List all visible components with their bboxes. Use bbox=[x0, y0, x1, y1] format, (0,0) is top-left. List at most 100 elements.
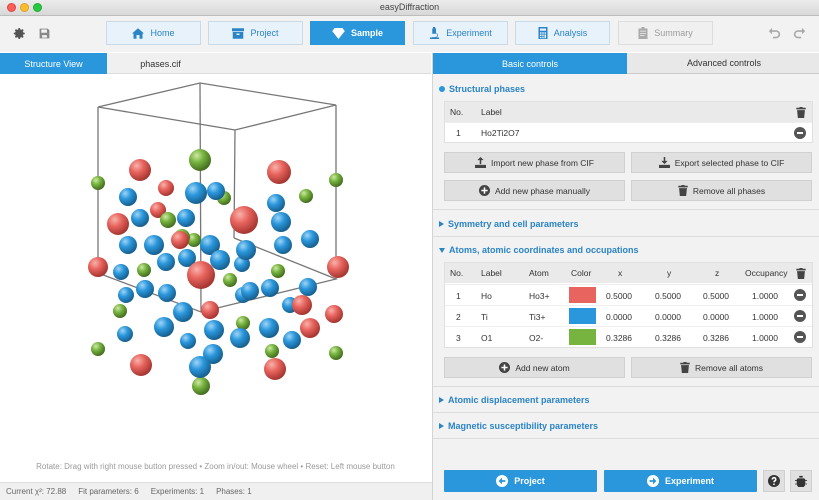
atom-row-o1[interactable]: 3 O1 O2- 0.3286 0.3286 0.3286 1.0000 bbox=[445, 326, 812, 347]
tab-advanced-controls[interactable]: Advanced controls bbox=[627, 53, 819, 74]
cell-y[interactable]: 0.0000 bbox=[655, 312, 681, 322]
tab-basic-controls[interactable]: Basic controls bbox=[433, 53, 627, 74]
nav-summary-label: Summary bbox=[654, 28, 693, 38]
minimize-window-button[interactable] bbox=[20, 3, 29, 12]
nav-home-button[interactable]: Home bbox=[106, 21, 201, 45]
help-button[interactable] bbox=[763, 470, 785, 492]
trash-icon[interactable] bbox=[795, 105, 807, 119]
atom-row-ti[interactable]: 2 Ti Ti3+ 0.0000 0.0000 0.0000 1.0000 bbox=[445, 305, 812, 326]
report-bug-button[interactable] bbox=[790, 470, 812, 492]
remove-phases-label: Remove all phases bbox=[692, 185, 766, 196]
atom-ti bbox=[131, 209, 149, 227]
cell-z[interactable]: 0.0000 bbox=[703, 312, 729, 322]
section-symmetry[interactable]: Symmetry and cell parameters bbox=[439, 219, 579, 229]
trash-icon bbox=[678, 185, 688, 196]
remove-row-icon[interactable] bbox=[794, 289, 806, 301]
export-phase-button[interactable]: Export selected phase to CIF bbox=[631, 152, 812, 173]
title-bar: easyDiffraction bbox=[0, 0, 819, 16]
remove-row-icon[interactable] bbox=[794, 310, 806, 322]
table-header: No. Label bbox=[445, 102, 812, 122]
section-title: Atomic displacement parameters bbox=[448, 395, 590, 405]
next-experiment-button[interactable]: Experiment bbox=[604, 470, 757, 492]
cell-y[interactable]: 0.5000 bbox=[655, 291, 681, 301]
atom-row-ho[interactable]: 1 Ho Ho3+ 0.5000 0.5000 0.5000 1.0000 bbox=[445, 284, 812, 305]
atom-ti bbox=[177, 209, 195, 227]
cell-z[interactable]: 0.5000 bbox=[703, 291, 729, 301]
question-circle-icon bbox=[768, 475, 780, 487]
cell-y[interactable]: 0.3286 bbox=[655, 333, 681, 343]
color-swatch-ti[interactable] bbox=[569, 308, 596, 324]
section-structural-phases[interactable]: Structural phases bbox=[439, 84, 525, 94]
back-to-project-button[interactable]: Project bbox=[444, 470, 597, 492]
nav-home-label: Home bbox=[150, 28, 175, 38]
atom-ti bbox=[267, 194, 285, 212]
zoom-window-button[interactable] bbox=[33, 3, 42, 12]
close-window-button[interactable] bbox=[7, 3, 16, 12]
atom-ho bbox=[327, 256, 349, 278]
remove-phases-button[interactable]: Remove all phases bbox=[631, 180, 812, 201]
status-phases: Phases: 1 bbox=[216, 487, 252, 496]
add-atom-button[interactable]: Add new atom bbox=[444, 357, 625, 378]
atom-o1 bbox=[299, 189, 313, 203]
plus-circle-icon bbox=[479, 185, 490, 196]
atom-o1 bbox=[271, 264, 285, 278]
atom-ti bbox=[301, 230, 319, 248]
remove-row-icon[interactable] bbox=[794, 127, 806, 139]
atom-o1 bbox=[187, 233, 201, 247]
atom-ho bbox=[130, 354, 152, 376]
tab-phases-cif[interactable]: phases.cif bbox=[140, 58, 181, 69]
structure-view-canvas[interactable] bbox=[0, 74, 431, 480]
view-controls-hint: Rotate: Drag with right mouse button pre… bbox=[36, 462, 395, 471]
undo-icon[interactable] bbox=[766, 25, 782, 41]
cell-x[interactable]: 0.3286 bbox=[606, 333, 632, 343]
gear-icon[interactable] bbox=[11, 25, 27, 41]
cell-occupancy[interactable]: 1.0000 bbox=[752, 291, 778, 301]
table-row[interactable]: 1 Ho2Ti2O7 bbox=[445, 122, 812, 143]
section-msp[interactable]: Magnetic susceptibility parameters bbox=[439, 421, 598, 431]
nav-experiment-button[interactable]: Experiment bbox=[413, 21, 508, 45]
remove-row-icon[interactable] bbox=[794, 331, 806, 343]
left-tab-bar: Structure View phases.cif bbox=[0, 53, 431, 74]
trash-icon[interactable] bbox=[795, 266, 807, 280]
atom-ti bbox=[299, 278, 317, 296]
atom-ti bbox=[118, 287, 134, 303]
status-fit-params: Fit parameters: 6 bbox=[78, 487, 139, 496]
nav-project-label: Project bbox=[250, 28, 279, 38]
cell-occupancy[interactable]: 1.0000 bbox=[752, 333, 778, 343]
cell-x[interactable]: 0.5000 bbox=[606, 291, 632, 301]
section-adp[interactable]: Atomic displacement parameters bbox=[439, 395, 590, 405]
tab-structure-view[interactable]: Structure View bbox=[0, 53, 107, 74]
atom-o1 bbox=[160, 212, 176, 228]
atom-ti bbox=[119, 188, 137, 206]
col-label: Label bbox=[481, 107, 502, 117]
color-swatch-o1[interactable] bbox=[569, 329, 596, 345]
atom-ti bbox=[236, 240, 256, 260]
divider bbox=[433, 438, 819, 439]
export-phase-label: Export selected phase to CIF bbox=[674, 157, 785, 168]
redo-icon[interactable] bbox=[791, 25, 807, 41]
import-phase-button[interactable]: Import new phase from CIF bbox=[444, 152, 625, 173]
color-swatch-ho[interactable] bbox=[569, 287, 596, 303]
add-phase-button[interactable]: Add new phase manually bbox=[444, 180, 625, 201]
download-icon bbox=[658, 157, 670, 168]
nav-summary-button[interactable]: Summary bbox=[618, 21, 713, 45]
caret-right-icon bbox=[439, 423, 444, 429]
cell-z[interactable]: 0.3286 bbox=[703, 333, 729, 343]
add-phase-label: Add new phase manually bbox=[495, 185, 590, 196]
cell-atom: O2- bbox=[529, 333, 544, 343]
nav-sample-button[interactable]: Sample bbox=[310, 21, 405, 45]
cell-occupancy[interactable]: 1.0000 bbox=[752, 312, 778, 322]
archive-icon bbox=[232, 27, 245, 39]
section-atoms[interactable]: Atoms, atomic coordinates and occupation… bbox=[439, 245, 639, 255]
cell-no: 1 bbox=[456, 291, 461, 301]
nav-project-button[interactable]: Project bbox=[208, 21, 303, 45]
clipboard-icon bbox=[638, 27, 648, 39]
nav-analysis-button[interactable]: Analysis bbox=[515, 21, 610, 45]
atom-ti bbox=[178, 249, 196, 267]
save-icon[interactable] bbox=[36, 25, 52, 41]
gem-icon bbox=[332, 27, 345, 39]
atom-ti bbox=[241, 282, 259, 300]
remove-atoms-button[interactable]: Remove all atoms bbox=[631, 357, 812, 378]
cell-x[interactable]: 0.0000 bbox=[606, 312, 632, 322]
section-title: Structural phases bbox=[449, 84, 526, 94]
